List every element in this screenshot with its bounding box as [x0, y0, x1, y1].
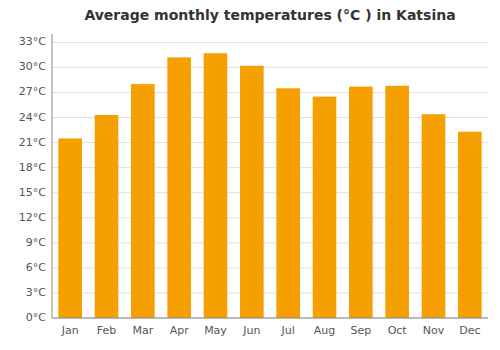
- x-tick-label: Apr: [170, 324, 190, 337]
- bar: [204, 53, 228, 318]
- y-tick-label: 9°C: [26, 236, 46, 249]
- y-tick-label: 27°C: [19, 85, 46, 98]
- bar: [349, 87, 373, 318]
- y-tick-label: 15°C: [19, 186, 46, 199]
- bar: [131, 84, 155, 318]
- x-tick-label: Dec: [459, 324, 480, 337]
- x-axis: Jan Feb Mar Apr May Jun Jul Aug Sep Oct Nov Dec: [61, 324, 481, 337]
- bar: [422, 114, 446, 318]
- bar: [458, 132, 482, 318]
- y-tick-label: 24°C: [19, 111, 46, 124]
- y-tick-label: 3°C: [26, 286, 46, 299]
- grid-line: [52, 67, 488, 68]
- y-tick-label: 21°C: [19, 136, 46, 149]
- y-tick-label: 0°C: [26, 311, 46, 324]
- x-tick-label: Jan: [61, 324, 79, 337]
- grid-line: [52, 318, 488, 319]
- chart: 0°C 3°C 6°C 9°C 12°C 15°C 18°C 21°C 24°C 27°C 30°C…: [0, 0, 500, 350]
- y-tick-label: 6°C: [26, 261, 46, 274]
- grid-line: [52, 42, 488, 43]
- bars: [58, 53, 481, 318]
- grid-line: [52, 92, 488, 93]
- y-tick-label: 18°C: [19, 161, 46, 174]
- x-tick-label: Sep: [350, 324, 371, 337]
- y-tick-label: 30°C: [19, 60, 46, 73]
- y-axis: 0°C 3°C 6°C 9°C 12°C 15°C 18°C 21°C 24°C 27°C 30°C…: [19, 35, 46, 324]
- bar: [276, 88, 300, 318]
- bar: [313, 97, 337, 318]
- x-tick-label: Nov: [423, 324, 445, 337]
- y-tick-label: 12°C: [19, 211, 46, 224]
- bar: [167, 57, 191, 318]
- background: [0, 0, 500, 350]
- x-tick-label: Feb: [97, 324, 116, 337]
- x-tick-label: Aug: [314, 324, 335, 337]
- chart-container: 0°C 3°C 6°C 9°C 12°C 15°C 18°C 21°C 24°C 27°C 30°C…: [0, 0, 500, 350]
- x-tick-label: Jul: [281, 324, 295, 337]
- x-tick-label: May: [204, 324, 227, 337]
- bar: [240, 66, 264, 318]
- y-axis-line: [52, 34, 53, 318]
- y-tick-label: 33°C: [19, 35, 46, 48]
- grid: [52, 42, 488, 318]
- x-axis-line: [52, 318, 488, 319]
- x-tick-label: Oct: [388, 324, 408, 337]
- bar: [95, 115, 119, 318]
- x-tick-label: Jun: [242, 324, 260, 337]
- bar: [58, 138, 82, 318]
- x-tick-label: Mar: [132, 324, 153, 337]
- title: Average monthly temperatures (°C ) in Ka…: [84, 7, 455, 23]
- bar: [385, 86, 409, 318]
